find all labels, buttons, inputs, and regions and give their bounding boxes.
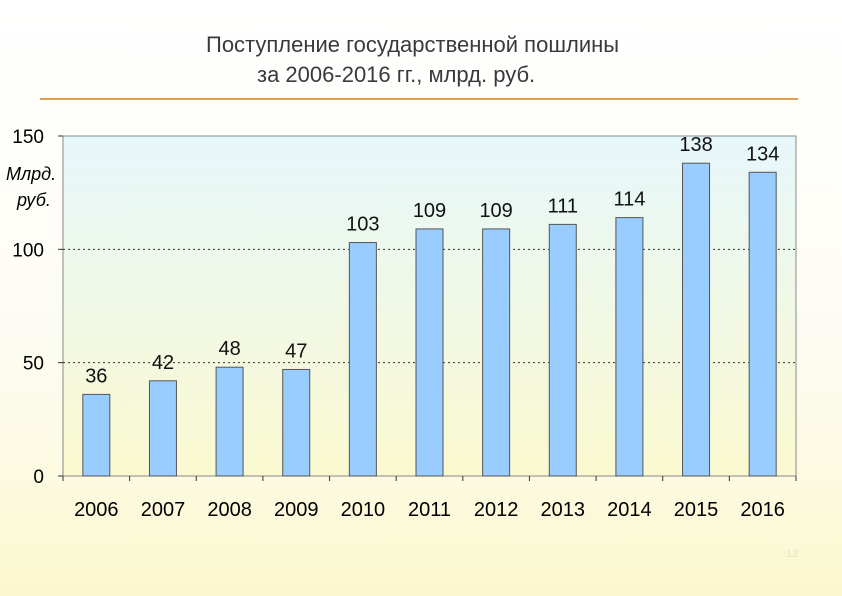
y-axis-label-line-1: Млрд. [6, 164, 56, 184]
x-tick-label: 2012 [474, 499, 519, 521]
page-number: 12 [786, 548, 799, 560]
bar-2010 [348, 242, 377, 477]
bar-2009 [282, 368, 311, 477]
data-label-2013: 111 [548, 195, 578, 217]
bar-2016 [748, 171, 777, 477]
y-axis-ticks: 0 50 100 150 [12, 127, 63, 488]
x-tick-label: 2008 [207, 499, 252, 521]
title-divider [40, 98, 798, 100]
x-axis-ticks: 2006 2007 2008 2009 2010 2011 2012 2013 2014 2015… [62, 476, 797, 521]
bar-2015 [682, 162, 711, 477]
x-tick-label: 2009 [274, 499, 319, 521]
bar-2011 [415, 228, 444, 477]
bar-2008 [215, 366, 244, 477]
x-tick-label: 2015 [674, 499, 719, 521]
x-tick-label: 2010 [341, 499, 386, 521]
data-label-2007: 42 [152, 352, 174, 374]
data-label-2006: 36 [85, 365, 107, 387]
data-label-2010: 103 [346, 214, 379, 236]
bar-2006 [82, 393, 111, 477]
data-label-2009: 47 [285, 340, 307, 362]
slide-title-line-1: Поступление государственной пошлины [206, 32, 620, 57]
data-label-2016: 134 [746, 143, 779, 165]
data-label-2014: 114 [613, 189, 645, 211]
y-tick-label: 150 [12, 127, 44, 148]
y-tick-label: 50 [23, 354, 44, 375]
x-tick-label: 2016 [740, 499, 785, 521]
data-labels: 36 42 48 47 103 109 109 111 114 138 134 [85, 134, 779, 387]
bar-2014 [615, 217, 644, 477]
bar-2012 [482, 228, 511, 477]
x-tick-label: 2006 [74, 499, 119, 521]
y-tick-label: 100 [12, 240, 44, 261]
x-tick-label: 2011 [408, 499, 451, 521]
y-tick-label: 0 [33, 467, 44, 488]
data-label-2011: 109 [413, 200, 446, 222]
y-axis-label-line-2: руб. [16, 190, 51, 210]
x-tick-label: 2013 [541, 499, 586, 521]
bar-2013 [548, 223, 577, 477]
x-tick-label: 2007 [141, 499, 186, 521]
data-label-2015: 138 [679, 134, 712, 156]
data-label-2008: 48 [218, 338, 240, 360]
slide-title-line-2: за 2006-2016 гг., млрд. руб. [257, 62, 536, 87]
data-label-2012: 109 [479, 200, 512, 222]
bar-2007 [148, 380, 177, 477]
x-tick-label: 2014 [607, 499, 652, 521]
bars [82, 162, 777, 477]
